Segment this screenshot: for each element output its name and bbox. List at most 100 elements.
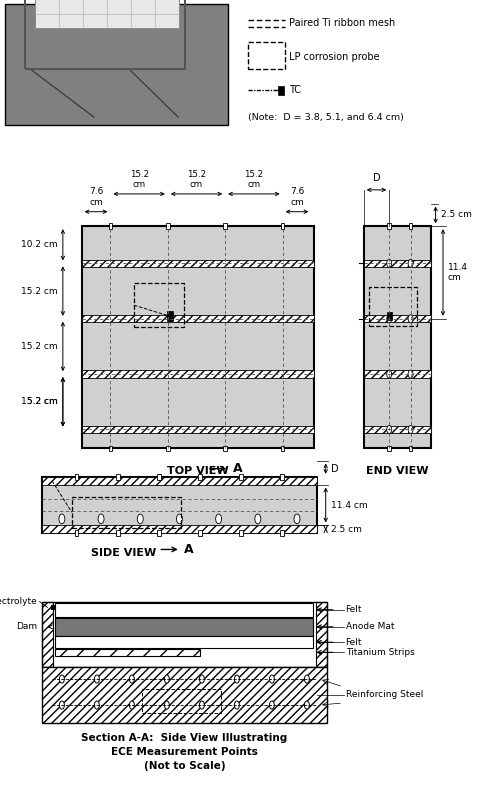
Circle shape — [235, 675, 240, 683]
Text: Felt: Felt — [346, 638, 362, 646]
Text: Anode Mat: Anode Mat — [346, 622, 394, 631]
Bar — [409, 445, 412, 451]
Text: Paired Ti ribbon mesh: Paired Ti ribbon mesh — [289, 19, 395, 28]
Circle shape — [137, 514, 143, 524]
Bar — [316, 602, 327, 667]
Circle shape — [129, 675, 134, 683]
Circle shape — [255, 514, 261, 524]
Text: Dam: Dam — [16, 622, 37, 631]
Text: 11.4
cm: 11.4 cm — [448, 263, 468, 282]
Bar — [142, 689, 221, 713]
Circle shape — [304, 701, 309, 709]
Text: 15.2
cm: 15.2 cm — [187, 170, 206, 189]
Text: Reinforcing Steel: Reinforcing Steel — [346, 690, 423, 700]
Text: 5.2 cm: 5.2 cm — [27, 398, 58, 406]
Text: 7.6
cm: 7.6 cm — [290, 187, 304, 207]
Bar — [35, 0, 180, 28]
Bar — [240, 530, 243, 537]
Bar — [166, 445, 169, 451]
Bar — [25, 0, 185, 69]
Bar — [223, 445, 227, 451]
Bar — [364, 315, 431, 322]
Circle shape — [408, 426, 413, 434]
Text: Titanium Strips: Titanium Strips — [346, 648, 414, 657]
Bar — [82, 426, 314, 433]
Bar — [42, 477, 317, 485]
Circle shape — [199, 701, 204, 709]
Text: 2.5 cm: 2.5 cm — [441, 210, 471, 220]
Circle shape — [269, 675, 274, 683]
Circle shape — [408, 259, 413, 267]
Bar — [116, 530, 120, 537]
Text: 2.5 cm: 2.5 cm — [331, 525, 361, 534]
Circle shape — [95, 701, 99, 709]
Bar — [409, 224, 412, 229]
Circle shape — [216, 514, 222, 524]
Circle shape — [129, 701, 134, 709]
Circle shape — [408, 370, 413, 378]
Bar — [55, 618, 313, 636]
Text: D: D — [331, 464, 338, 473]
Circle shape — [164, 675, 169, 683]
Bar — [116, 473, 120, 479]
Circle shape — [98, 514, 104, 524]
Bar — [248, 42, 285, 69]
Bar — [42, 602, 327, 667]
Bar — [364, 226, 431, 448]
Bar — [42, 602, 53, 667]
Bar — [364, 259, 431, 267]
Bar — [5, 4, 228, 125]
Text: 15.2 cm: 15.2 cm — [21, 342, 58, 351]
Circle shape — [59, 514, 65, 524]
Text: 10.2 cm: 10.2 cm — [21, 240, 58, 250]
Bar — [388, 224, 391, 229]
Bar — [281, 530, 284, 537]
Bar — [82, 226, 314, 448]
Text: TC: TC — [289, 86, 300, 95]
Bar — [157, 530, 161, 537]
Text: TOP VIEW: TOP VIEW — [167, 466, 229, 476]
Bar — [108, 224, 112, 229]
Bar — [75, 473, 79, 479]
Bar — [82, 315, 314, 322]
Text: 11.4 cm: 11.4 cm — [331, 500, 367, 510]
Bar — [42, 477, 317, 533]
Text: Section A-A:  Side View Illustrating
ECE Measurement Points
(Not to Scale): Section A-A: Side View Illustrating ECE … — [81, 733, 288, 771]
Bar — [157, 473, 161, 479]
Circle shape — [59, 675, 64, 683]
Bar — [134, 283, 184, 327]
Circle shape — [199, 675, 204, 683]
Bar — [388, 445, 391, 451]
Circle shape — [164, 701, 169, 709]
Bar — [278, 86, 284, 95]
Circle shape — [387, 315, 392, 323]
Bar — [55, 603, 313, 617]
Bar — [42, 667, 327, 723]
Circle shape — [387, 426, 392, 434]
Circle shape — [235, 701, 240, 709]
Text: D: D — [373, 174, 380, 183]
Bar — [42, 525, 317, 533]
Text: 15.2 cm: 15.2 cm — [21, 287, 58, 296]
Bar — [281, 445, 284, 451]
Circle shape — [59, 701, 64, 709]
Circle shape — [294, 514, 300, 524]
Text: (Note:  D = 3.8, 5.1, and 6.4 cm): (Note: D = 3.8, 5.1, and 6.4 cm) — [248, 112, 403, 122]
Circle shape — [408, 315, 413, 323]
Text: SIDE VIEW: SIDE VIEW — [91, 548, 156, 558]
Bar — [72, 497, 181, 528]
Bar — [75, 530, 79, 537]
Text: A: A — [233, 462, 242, 475]
Circle shape — [387, 259, 392, 267]
Text: 15.2 cm: 15.2 cm — [21, 398, 58, 406]
Circle shape — [176, 514, 182, 524]
Text: LP corrosion probe: LP corrosion probe — [289, 52, 379, 61]
Text: END VIEW: END VIEW — [366, 466, 429, 476]
Text: 15.2
cm: 15.2 cm — [245, 170, 263, 189]
Bar — [240, 473, 243, 479]
Bar — [55, 649, 200, 656]
Text: 7.6
cm: 7.6 cm — [89, 187, 103, 207]
Bar — [387, 313, 392, 321]
Bar — [55, 637, 313, 648]
Circle shape — [304, 675, 309, 683]
